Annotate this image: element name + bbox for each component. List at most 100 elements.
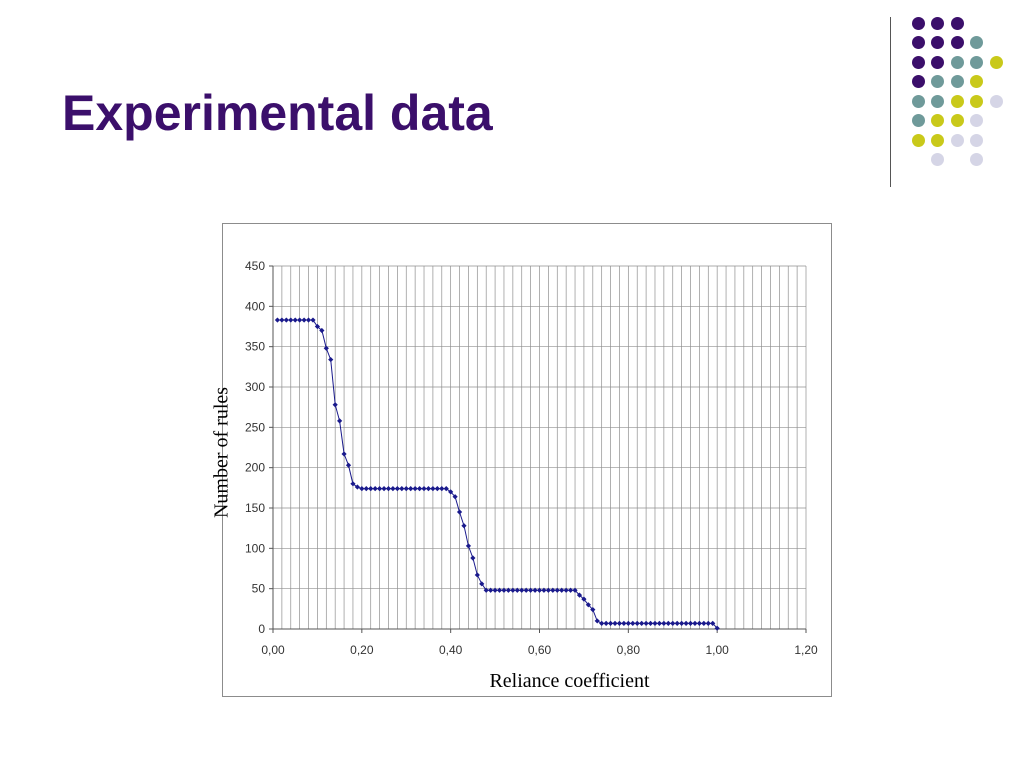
data-point [496,587,503,593]
data-point [510,587,516,593]
data-point [448,489,454,495]
y-tick-label: 200 [245,461,265,475]
data-point [572,587,578,593]
data-point [643,620,649,626]
data-point [665,620,671,626]
x-tick-label: 0,40 [439,643,463,657]
dot-teal [970,36,983,49]
data-point [687,620,694,626]
data-point [536,587,543,593]
data-point [368,486,374,492]
dot-yellow [931,133,944,147]
data-point [425,486,432,492]
data-point [456,509,463,515]
data-point [301,317,307,323]
dot-lavender [970,133,983,147]
data-point [701,620,707,626]
data-point [621,620,627,626]
data-point [594,618,600,624]
x-tick-label: 0,00 [261,643,285,657]
data-point [541,587,547,593]
dot-lavender [950,133,964,147]
data-point [647,620,654,626]
dot-lavender [989,94,1003,108]
data-point [634,620,640,626]
data-point [523,587,529,593]
x-tick-label: 0,80 [617,643,641,657]
data-point [679,620,685,626]
data-point [439,486,445,492]
data-point [492,587,498,593]
data-point [603,620,609,626]
data-point [519,587,525,593]
data-point [559,587,565,593]
dot-lavender [931,153,944,166]
data-point [412,486,418,492]
dot-lavender [970,153,983,166]
title-divider [890,17,891,187]
data-point [674,620,680,626]
dot-purple [950,16,964,30]
data-point [599,620,605,626]
data-point [319,327,325,334]
slide-title: Experimental data [62,85,493,141]
dot-yellow [970,75,983,88]
data-point [421,486,427,492]
data-point [607,620,614,626]
data-point [305,317,312,323]
data-point [567,587,574,593]
x-tick-label: 0,20 [350,643,374,657]
data-point [332,402,338,408]
dot-yellow [970,94,983,108]
x-axis-title: Reliance coefficient [489,670,650,692]
dot-teal [950,55,964,69]
data-point [630,620,636,626]
data-point [670,620,676,626]
data-point [399,486,405,492]
data-point [625,620,631,626]
data-point [341,451,347,457]
data-point [652,620,658,626]
data-point [297,317,303,323]
decorative-dot-grid [0,0,1024,200]
y-tick-label: 150 [245,501,265,515]
data-point [488,587,494,593]
data-point [479,581,485,587]
data-point [274,317,281,323]
data-point [639,620,645,626]
data-point [288,317,294,323]
data-point [528,587,534,593]
y-tick-label: 50 [252,582,266,596]
data-point [483,587,489,593]
dot-yellow [989,55,1003,69]
data-point [692,620,698,626]
y-tick-label: 100 [245,541,265,555]
data-point [576,592,583,598]
chart: 0 50 100 150 200 250 300 350 400 450 0,00 0,20 0,40 0… [211,259,818,692]
chart-frame: 0 50 100 150 200 250 300 350 400 450 0,00 0,20 0,40 0… [211,223,832,697]
data-point [585,602,591,608]
data-point [656,620,663,626]
data-point [328,356,334,363]
data-point [710,620,716,626]
dot-purple [911,16,925,30]
dot-yellow [950,94,964,108]
data-point [505,587,512,593]
data-point [354,484,360,490]
data-point [434,486,440,492]
data-point [474,572,480,578]
data-point [501,587,507,593]
data-point [514,587,520,593]
dot-lavender [970,114,983,127]
data-point [581,596,587,602]
data-point [705,620,711,626]
data-point [612,620,618,626]
dot-yellow [950,114,964,127]
data-point [461,523,467,529]
dot-purple [950,36,964,49]
data-point [283,317,289,323]
data-point [394,486,400,492]
dot-teal [931,75,944,88]
data-point [377,486,383,492]
x-tick-label: 0,60 [528,643,552,657]
